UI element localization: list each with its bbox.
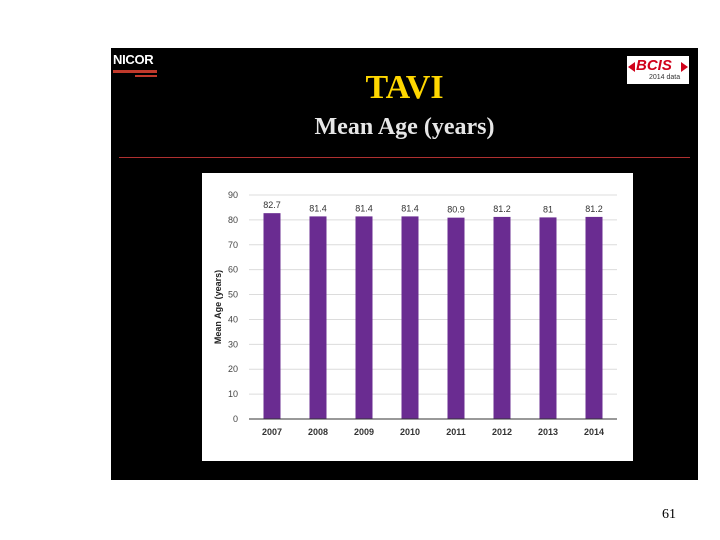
value-label-2014: 81.2	[585, 204, 603, 214]
value-label-2011: 80.9	[447, 205, 465, 215]
bar-2008	[309, 216, 327, 419]
x-tick-label-2014: 2014	[584, 427, 604, 437]
x-tick-label-2007: 2007	[262, 427, 282, 437]
value-label-2012: 81.2	[493, 204, 511, 214]
y-tick-label: 90	[228, 190, 238, 200]
nicor-logo-bar	[113, 70, 157, 73]
nicor-logo-text: NICOR	[113, 52, 154, 67]
y-tick-label: 10	[228, 389, 238, 399]
y-tick-label: 40	[228, 314, 238, 324]
x-axis-ticks: 2007 2008 2009 2010 2011 2012 2013 2014	[262, 427, 604, 437]
bcis-logo-subtext: 2014 data	[649, 74, 681, 81]
bar-chart: 0 10 20 30 40 50 60 70 80 90 82.7 81.4 81.4 81.4 80.9…	[213, 190, 617, 437]
bcis-logo: BCIS 2014 data	[627, 56, 689, 84]
bar-2010	[401, 216, 419, 419]
chart-grid	[249, 194, 617, 420]
bar-2014	[585, 216, 603, 419]
nicor-logo: NICOR	[111, 48, 159, 80]
slide-subtitle: Mean Age (years)	[314, 114, 495, 140]
bar-2009	[355, 216, 373, 419]
y-tick-label: 70	[228, 240, 238, 250]
bar-2007	[263, 213, 281, 419]
x-tick-label-2009: 2009	[354, 427, 374, 437]
title-divider	[119, 157, 690, 158]
slide: NICOR BCIS 2014 data TAVI Mean Age (year…	[111, 48, 698, 480]
value-label-2013: 81	[543, 204, 553, 214]
page-number: 61	[662, 507, 676, 522]
y-axis-ticks: 0 10 20 30 40 50 60 70 80 90	[228, 190, 238, 424]
chart-panel: 0 10 20 30 40 50 60 70 80 90 82.7 81.4 81.4 81.4 80.9…	[202, 173, 633, 461]
y-tick-label: 80	[228, 215, 238, 225]
value-label-2009: 81.4	[355, 203, 373, 213]
bar-2011	[447, 217, 465, 419]
value-label-2010: 81.4	[401, 203, 419, 213]
x-tick-label-2011: 2011	[446, 427, 466, 437]
y-tick-label: 0	[233, 414, 238, 424]
x-tick-label-2010: 2010	[400, 427, 420, 437]
bcis-arrow-right-icon	[681, 62, 688, 72]
value-label-2007: 82.7	[263, 200, 281, 210]
value-labels: 82.7 81.4 81.4 81.4 80.9 81.2 81 81.2	[263, 200, 603, 214]
y-tick-label: 50	[228, 290, 238, 300]
x-tick-label-2008: 2008	[308, 427, 328, 437]
bar-2012	[493, 216, 511, 419]
x-tick-label-2013: 2013	[538, 427, 558, 437]
x-tick-label-2012: 2012	[492, 427, 512, 437]
bar-2013	[539, 217, 557, 419]
chart-bars	[263, 213, 603, 419]
value-label-2008: 81.4	[309, 203, 327, 213]
y-axis-label: Mean Age (years)	[213, 270, 223, 344]
y-tick-label: 30	[228, 339, 238, 349]
bcis-arrow-left-icon	[628, 62, 635, 72]
nicor-logo-bar-short	[135, 75, 157, 77]
y-tick-label: 60	[228, 265, 238, 275]
y-tick-label: 20	[228, 364, 238, 374]
slide-title: TAVI	[365, 69, 444, 106]
bcis-logo-text: BCIS	[636, 57, 672, 74]
